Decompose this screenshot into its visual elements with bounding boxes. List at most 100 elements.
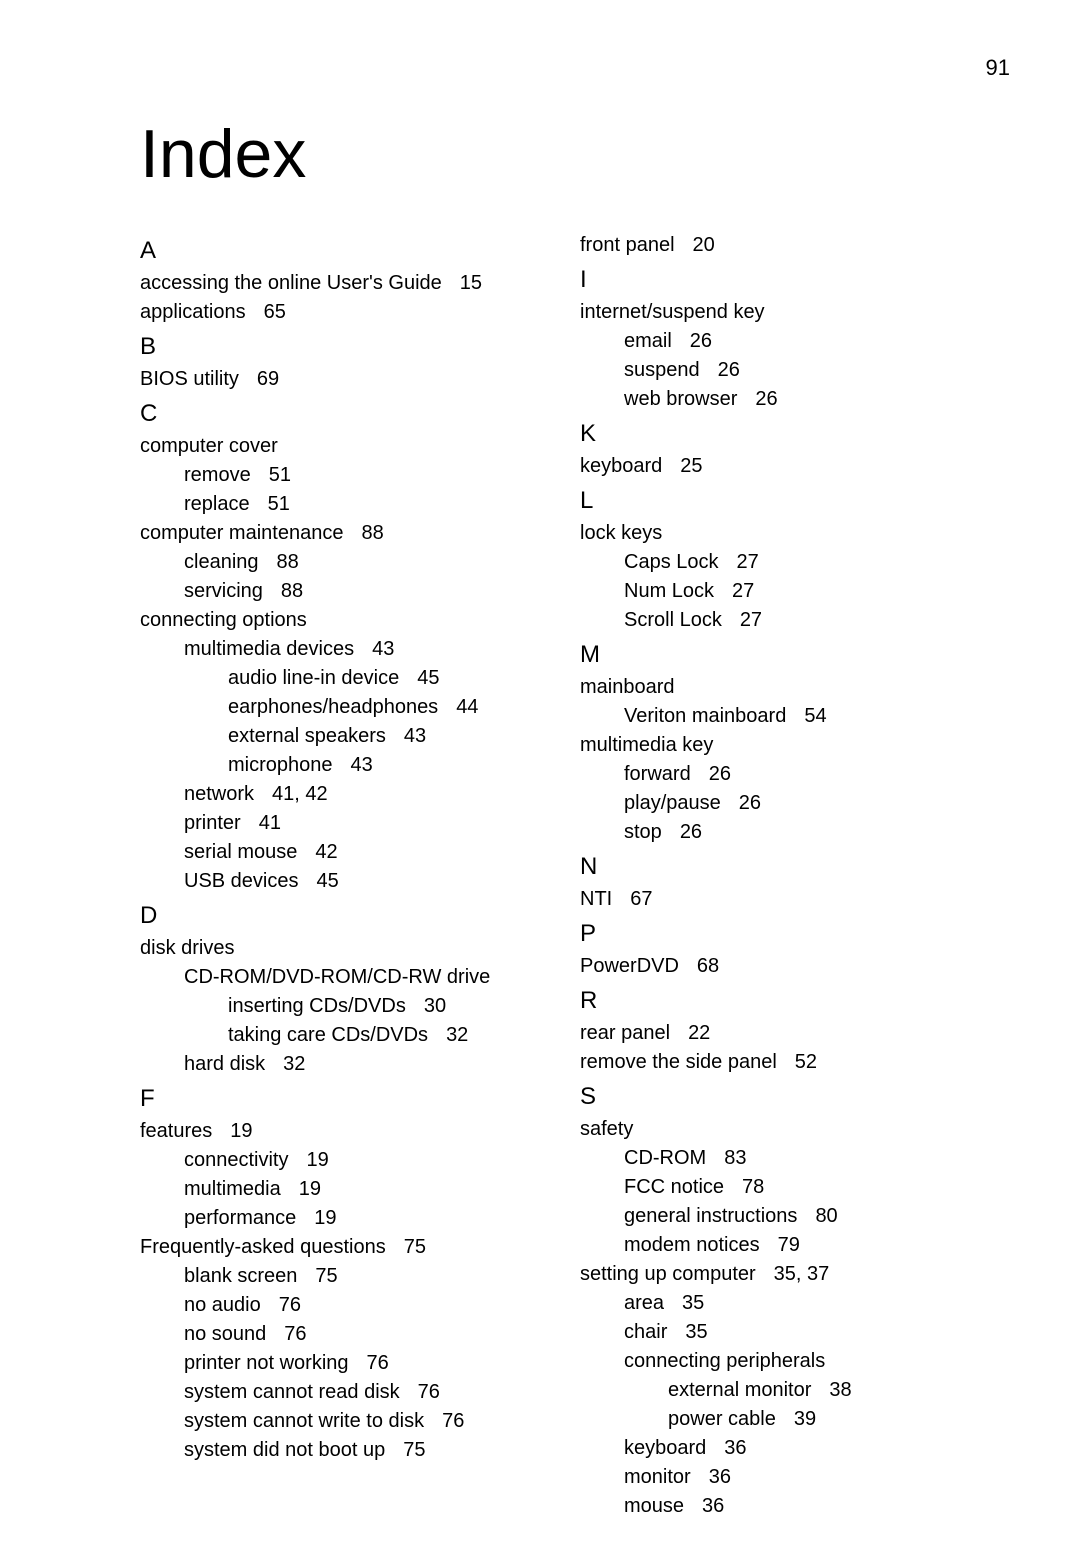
index-entry-text: play/pause [624,792,721,814]
index-entry-text: safety [580,1118,633,1140]
index-entry-text: system cannot write to disk [184,1410,424,1432]
index-entry-page: 68 [697,955,719,977]
index-entry-page: 26 [690,330,712,352]
index-entry-text: replace [184,493,250,515]
index-entry-text: suspend [624,359,700,381]
index-entry-page: 83 [724,1147,746,1169]
index-section-letter: S [580,1083,1010,1111]
index-entry: Veriton mainboard54 [580,702,1010,731]
index-entry-page: 51 [268,493,290,515]
index-entry-page: 76 [284,1323,306,1345]
index-title: Index [140,115,1010,193]
index-entry-page: 51 [269,464,291,486]
index-entry: connecting options [140,606,570,635]
index-entry: connectivity 19 [140,1146,570,1175]
index-entry-page: 65 [264,301,286,323]
index-entry-text: cleaning [184,551,259,573]
index-entry: accessing the online User's Guide15 [140,269,570,298]
index-entry-text: email [624,330,672,352]
index-entry-text: CD-ROM [624,1147,706,1169]
index-entry: earphones/headphones44 [140,693,570,722]
index-entry-page: 26 [680,821,702,843]
index-entry-text: modem notices [624,1234,760,1256]
index-entry: modem notices79 [580,1231,1010,1260]
index-entry: features19 [140,1117,570,1146]
index-entry: PowerDVD68 [580,952,1010,981]
index-entry-text: inserting CDs/DVDs [228,995,406,1017]
index-entry: email 26 [580,327,1010,356]
index-entry-page: 76 [279,1294,301,1316]
index-entry-page: 76 [367,1352,389,1374]
index-entry: performance19 [140,1204,570,1233]
index-entry-page: 35 [685,1321,707,1343]
index-entry-text: serial mouse [184,841,297,863]
index-entry-text: printer not working [184,1352,349,1374]
index-entry: replace 51 [140,490,570,519]
index-entry-page: 42 [315,841,337,863]
page-number: 91 [986,55,1010,81]
index-entry: power cable39 [580,1405,1010,1434]
index-entry-text: computer cover [140,435,278,457]
index-entry: system cannot write to disk 76 [140,1407,570,1436]
index-entry: CD-ROM 83 [580,1144,1010,1173]
index-entry-page: 88 [277,551,299,573]
index-entry-text: connectivity [184,1149,289,1171]
index-entry: no audio76 [140,1291,570,1320]
index-entry-text: system cannot read disk [184,1381,400,1403]
index-entry-text: remove [184,464,251,486]
index-entry: keyboard 36 [580,1434,1010,1463]
index-entry-page: 67 [630,888,652,910]
index-entry: lock keys [580,519,1010,548]
index-entry: front panel 20 [580,231,1010,260]
index-entry-text: earphones/headphones [228,696,438,718]
index-entry-page: 76 [442,1410,464,1432]
index-entry-page: 39 [794,1408,816,1430]
index-section-letter: R [580,987,1010,1015]
index-entry-text: stop [624,821,662,843]
index-entry: hard disk32 [140,1050,570,1079]
index-entry-text: general instructions [624,1205,797,1227]
index-section-letter: B [140,333,570,361]
index-entry: multimedia devices43 [140,635,570,664]
index-section-letter: M [580,641,1010,669]
index-entry: applications65 [140,298,570,327]
index-entry-page: 36 [709,1466,731,1488]
index-entry-page: 22 [688,1022,710,1044]
index-entry: cleaning 88 [140,548,570,577]
index-columns: Aaccessing the online User's Guide15appl… [140,231,1010,1521]
index-entry-text: keyboard [624,1437,706,1459]
index-entry: multimedia19 [140,1175,570,1204]
index-entry: general instructions 80 [580,1202,1010,1231]
index-column-left: Aaccessing the online User's Guide15appl… [140,231,580,1521]
index-entry-page: 80 [815,1205,837,1227]
index-entry: serial mouse 42 [140,838,570,867]
index-entry-text: lock keys [580,522,662,544]
index-entry-text: external speakers [228,725,386,747]
index-entry-page: 75 [315,1265,337,1287]
index-entry: CD-ROM/DVD-ROM/CD-RW drive [140,963,570,992]
index-entry-text: mouse [624,1495,684,1517]
index-entry: BIOS utility69 [140,365,570,394]
index-entry: connecting peripherals [580,1347,1010,1376]
index-entry: setting up computer35, 37 [580,1260,1010,1289]
index-entry: disk drives [140,934,570,963]
index-entry: inserting CDs/DVDs30 [140,992,570,1021]
index-entry-text: area [624,1292,664,1314]
index-entry-page: 26 [718,359,740,381]
index-entry-page: 20 [693,234,715,256]
index-entry-text: mainboard [580,676,675,698]
index-entry-page: 54 [804,705,826,727]
index-entry-text: printer [184,812,241,834]
index-entry-text: audio line-in device [228,667,399,689]
index-entry-page: 36 [724,1437,746,1459]
index-entry-page: 41 [259,812,281,834]
index-entry-page: 19 [307,1149,329,1171]
index-entry-text: USB devices [184,870,299,892]
index-entry-text: chair [624,1321,667,1343]
index-entry-text: front panel [580,234,675,256]
index-entry: mainboard [580,673,1010,702]
index-entry-page: 32 [283,1053,305,1075]
index-entry-text: Frequently-asked questions [140,1236,386,1258]
index-entry-text: NTI [580,888,612,910]
index-entry-text: keyboard [580,455,662,477]
